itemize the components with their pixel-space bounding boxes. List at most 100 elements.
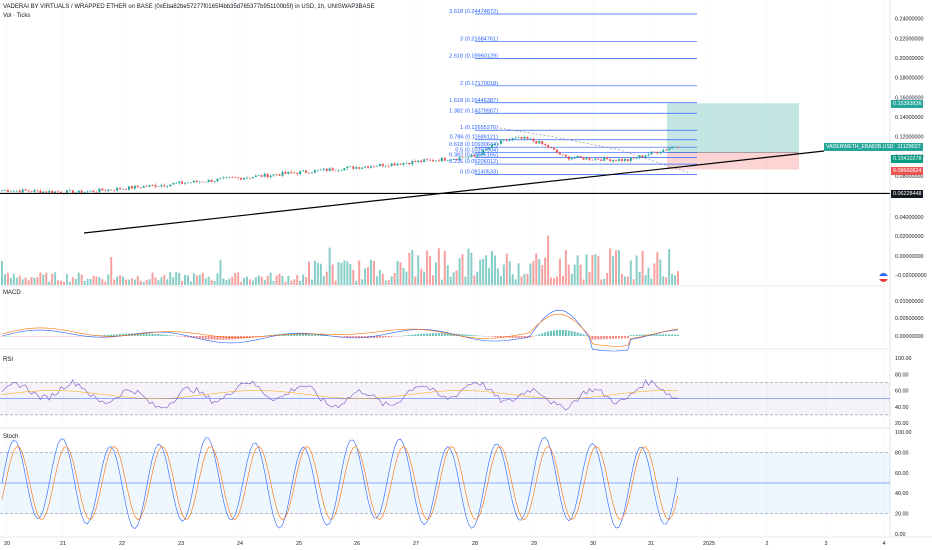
price-axis[interactable]: 0.24000000 0.22000000 0.20000000 0.18000000… — [895, 17, 927, 538]
macd-histogram-bar — [313, 333, 316, 336]
candle-body — [296, 172, 299, 175]
time-tick-label: 28 — [472, 541, 478, 547]
macd-histogram-bar — [523, 336, 526, 339]
macd-histogram-bar — [169, 335, 172, 336]
macd-histogram-bar — [157, 334, 160, 336]
candle-body — [550, 147, 553, 149]
volume-bar — [358, 260, 361, 285]
volume-bar — [517, 263, 520, 285]
candle-body — [133, 185, 136, 189]
macd-histogram-bar — [449, 333, 452, 336]
volume-bar — [632, 279, 635, 285]
candle-body — [260, 175, 263, 177]
candle-body — [591, 159, 594, 161]
candle-body — [364, 166, 367, 168]
volume-bar — [201, 272, 204, 285]
macd-histogram-bar — [423, 333, 426, 336]
macd-histogram-bar — [246, 336, 249, 339]
macd-histogram-bar — [635, 334, 638, 336]
macd-histogram-bar — [420, 333, 423, 336]
macd-histogram-bar — [210, 336, 213, 340]
candle-body — [588, 157, 591, 160]
candle-body — [508, 139, 511, 141]
volume-bar — [130, 278, 133, 285]
candle-body — [310, 172, 313, 174]
macd-histogram-bar — [508, 336, 511, 338]
volume-bar — [178, 272, 181, 285]
macd-histogram-bar — [293, 333, 296, 336]
macd-histogram-bar — [322, 334, 325, 336]
trendlines[interactable] — [0, 127, 890, 234]
volume-bar — [127, 279, 130, 285]
candle-body — [166, 186, 169, 187]
candle-body — [319, 169, 322, 171]
volume-bar — [464, 276, 467, 285]
macd-histogram-bar — [653, 334, 656, 336]
candle-body — [12, 190, 15, 192]
volume-bar — [24, 277, 27, 285]
macd-histogram-bar — [458, 333, 461, 336]
volume-bar — [623, 276, 626, 285]
candle-body — [195, 180, 198, 182]
time-tick-label: 26 — [354, 541, 360, 547]
candle-body — [18, 190, 21, 193]
macd-histogram-bar — [440, 333, 443, 336]
macd-histogram-bar — [113, 334, 116, 336]
volume-bar — [547, 235, 550, 285]
macd-histogram-bar — [1, 336, 3, 337]
volume-bar — [600, 279, 603, 285]
volume-bar — [396, 261, 399, 285]
candle-body — [626, 159, 629, 161]
macd-histogram-bar — [482, 335, 485, 337]
macd-histogram-bar — [558, 329, 561, 336]
macd-histogram-bar — [567, 330, 570, 336]
fib-level-label: 0.786 (0.11689121) — [450, 135, 499, 141]
candle-body — [485, 148, 488, 150]
macd-histogram-bar — [319, 334, 322, 336]
time-axis[interactable]: 20 21 22 23 24 25 26 27 28 29 30 31 2025 2 3 4 — [4, 541, 886, 547]
volume-bar — [251, 280, 254, 285]
macd-histogram-bar — [316, 334, 319, 336]
volume-bar — [83, 281, 86, 285]
candle-body — [479, 154, 482, 156]
volume-bar — [452, 272, 455, 285]
macd-histogram-bar — [222, 336, 225, 340]
macd-histogram-bar — [526, 336, 529, 339]
volume-bar — [617, 250, 620, 285]
volume-bar — [12, 273, 15, 285]
price-tick-label: 0.24000000 — [895, 17, 923, 23]
fibonacci-extension[interactable]: 3.618 (0.24474872) 3 (0.21684761) 2.618 (0… — [449, 9, 697, 176]
macd-histogram-bar — [662, 334, 665, 336]
volume-bar — [375, 276, 378, 285]
macd-histogram-bar — [414, 334, 417, 336]
candle-body — [71, 190, 74, 194]
candle-body — [650, 151, 653, 155]
macd-histogram-bar — [470, 334, 473, 336]
volume-bar — [290, 280, 293, 285]
candle-body — [48, 190, 51, 193]
candle-body — [523, 137, 526, 139]
candle-body — [122, 189, 125, 190]
volume-bar — [9, 277, 12, 285]
candle-body — [429, 159, 432, 161]
volume-bar — [148, 279, 151, 285]
candle-body — [402, 162, 405, 165]
candle-body — [594, 158, 597, 160]
time-tick-label: 25 — [296, 541, 302, 547]
candle-body — [564, 154, 567, 157]
candle-body — [623, 159, 626, 161]
macd-histogram-bar — [346, 336, 349, 338]
candle-body — [54, 191, 57, 194]
volume-bar — [440, 279, 443, 285]
volume-bar — [254, 277, 257, 285]
macd-histogram-bar — [308, 333, 311, 336]
macd-histogram-bar — [296, 333, 299, 336]
candle-body — [579, 156, 582, 158]
macd-histogram-bar — [375, 336, 378, 338]
candle-body — [505, 139, 508, 141]
candle-body — [567, 156, 570, 160]
volume-bar — [523, 273, 526, 285]
macd-histogram-bar — [154, 333, 157, 336]
volume-bar — [71, 277, 74, 285]
macd-histogram-bar — [493, 336, 496, 337]
